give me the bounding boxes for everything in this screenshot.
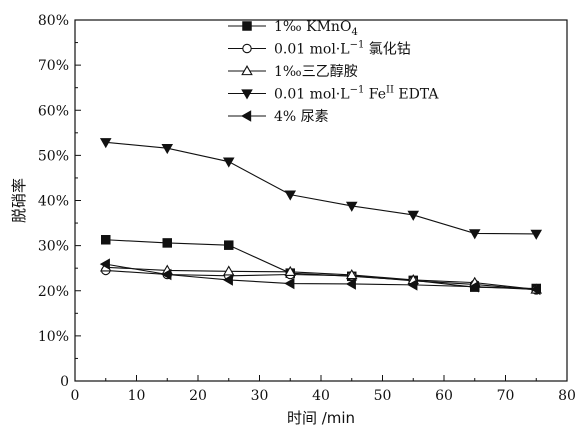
legend-marker-5 xyxy=(241,110,252,122)
series-3-point xyxy=(345,269,358,280)
legend-label-4: 0.01 mol·L−1 FeII EDTA xyxy=(274,85,439,103)
series-5-point xyxy=(99,258,110,270)
series-3-point xyxy=(222,265,235,276)
y-tick-label: 80% xyxy=(38,13,69,29)
legend-label-3: 1‰三乙醇胺 xyxy=(274,63,358,80)
series-line-4 xyxy=(105,141,537,235)
x-tick-label: 20 xyxy=(189,388,207,404)
legend-label-1: 1‰ KMnO4 xyxy=(274,19,358,38)
series-4-point xyxy=(468,229,481,240)
series-4-point xyxy=(99,138,112,149)
legend-label-2: 0.01 mol·L−1 氯化钴 xyxy=(274,40,411,58)
x-tick-label: 30 xyxy=(251,388,269,404)
x-tick-label: 80 xyxy=(558,388,576,404)
series-4-point xyxy=(222,157,235,168)
x-axis-title: 时间 /min xyxy=(287,409,355,427)
y-tick-label: 20% xyxy=(38,284,69,300)
x-tick-label: 70 xyxy=(497,388,515,404)
y-tick-label: 0 xyxy=(60,374,69,390)
y-tick-label: 10% xyxy=(38,329,69,345)
series-line-3 xyxy=(105,266,537,290)
chart-legend: 1‰ KMnO4 0.01 mol·L−1 氯化钴 1‰三乙醇胺 0.01 mol·L… xyxy=(228,19,439,125)
x-tick-label: 10 xyxy=(128,388,146,404)
series-4-point xyxy=(407,210,420,221)
x-tick-label: 40 xyxy=(312,388,330,404)
x-tick-label: 60 xyxy=(435,388,453,404)
series-4-point xyxy=(530,229,543,240)
legend-marker-2 xyxy=(242,43,252,54)
series-4-point xyxy=(345,201,358,212)
legend-marker-3 xyxy=(241,65,253,76)
series-1-point xyxy=(224,240,234,250)
series-5-point xyxy=(161,268,172,281)
series-4-point xyxy=(284,190,297,201)
series-5-point xyxy=(222,274,233,286)
series-4-point xyxy=(161,143,174,155)
legend-marker-4 xyxy=(241,89,253,100)
y-tick-label: 40% xyxy=(38,194,69,210)
series-3-point xyxy=(284,265,297,276)
series-5-point xyxy=(407,279,418,291)
y-tick-label: 60% xyxy=(38,103,69,119)
y-tick-label: 50% xyxy=(38,148,69,164)
series-line-5 xyxy=(105,263,537,290)
series-markers xyxy=(99,138,543,296)
legend-label-5: 4% 尿素 xyxy=(274,109,329,125)
y-tick-label: 70% xyxy=(38,58,69,74)
series-5-point xyxy=(345,278,356,290)
series-1-point xyxy=(162,238,173,248)
series-5-point xyxy=(530,283,541,296)
series-lines xyxy=(105,141,537,291)
x-tick-label: 0 xyxy=(71,388,80,404)
y-tick-label: 30% xyxy=(38,239,69,255)
series-5-point xyxy=(284,277,295,290)
x-tick-label: 50 xyxy=(374,388,392,404)
chart-axes: 0 10 20 30 40 50 60 70 80 0 10% 20% 30% 40% 50% 60% 70% 8… xyxy=(38,13,576,404)
series-5-point xyxy=(468,280,479,293)
series-line-2 xyxy=(105,269,537,291)
legend-marker-1 xyxy=(242,21,252,31)
y-axis-title: 脱硝率 xyxy=(10,178,28,223)
series-1-point xyxy=(101,235,111,245)
